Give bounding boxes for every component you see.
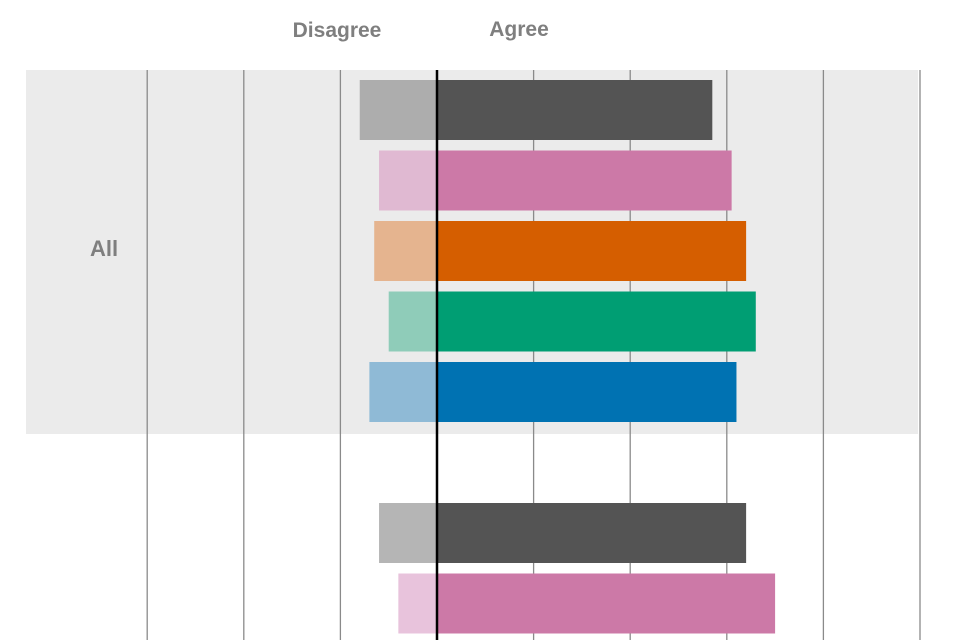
disagree-bar xyxy=(369,362,437,422)
agree-bar xyxy=(437,362,737,422)
agree-bar xyxy=(437,221,747,281)
disagree-bar xyxy=(388,291,437,352)
disagree-bar xyxy=(359,80,437,140)
bars xyxy=(359,80,776,634)
agree-bar xyxy=(437,503,747,563)
agree-bar xyxy=(437,291,756,352)
disagree-bar xyxy=(379,503,437,563)
disagree-bar xyxy=(398,573,437,634)
disagree-bar xyxy=(374,221,437,281)
group-labels: All xyxy=(90,236,118,261)
agree-header: Agree xyxy=(489,18,549,41)
agree-bar xyxy=(437,80,713,140)
agree-bar xyxy=(437,573,776,634)
group-label-all: All xyxy=(90,236,118,261)
disagree-header: Disagree xyxy=(293,19,382,42)
disagree-bar xyxy=(379,150,437,211)
agree-bar xyxy=(437,150,732,211)
